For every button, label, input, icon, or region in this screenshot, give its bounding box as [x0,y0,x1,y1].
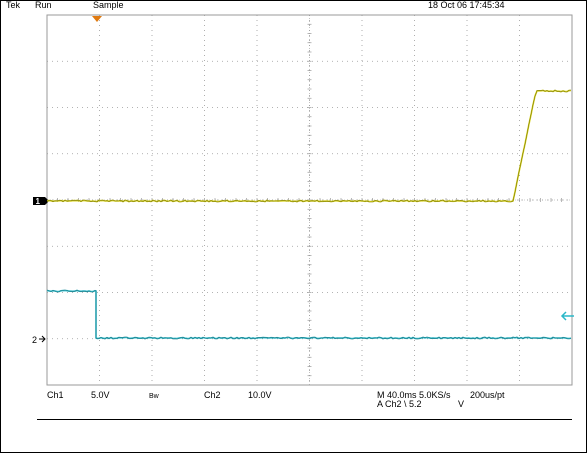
ch2-ground-marker-icon: 2 [32,335,46,345]
ch1-label: Ch1 [47,390,64,400]
ch2-marker-label: 2 [32,335,37,345]
brand-label: Tek [6,0,21,10]
trigger-level-arrow-icon [560,311,574,321]
bandwidth-limit: Bw [149,393,160,400]
ch1-trace-noise [46,89,572,203]
status-bar: Tek Run Sample 18 Oct 06 17:45:34 [1,0,586,13]
ch1-ground-marker-icon: 1 [33,197,49,206]
ch1-marker-label: 1 [36,197,41,206]
trigger-position-icon [92,16,102,22]
timebase-readout: M 40.0ms 5.0KS/s [377,390,451,400]
ch2-trace [46,289,572,340]
divider [37,419,572,420]
acquisition-state: Run [35,0,52,10]
ch2-label: Ch2 [204,390,221,400]
trigger-readout: A Ch2 \ 5.2 [377,399,422,409]
trigger-unit: V [458,399,464,409]
ch2-scale: 10.0V [248,390,272,400]
ch1-scale: 5.0V [91,390,110,400]
timestamp: 18 Oct 06 17:45:34 [428,0,505,10]
record-readout: 200us/pt [470,390,505,400]
acquisition-mode: Sample [93,0,124,10]
ch2-trace-noise [46,289,572,340]
